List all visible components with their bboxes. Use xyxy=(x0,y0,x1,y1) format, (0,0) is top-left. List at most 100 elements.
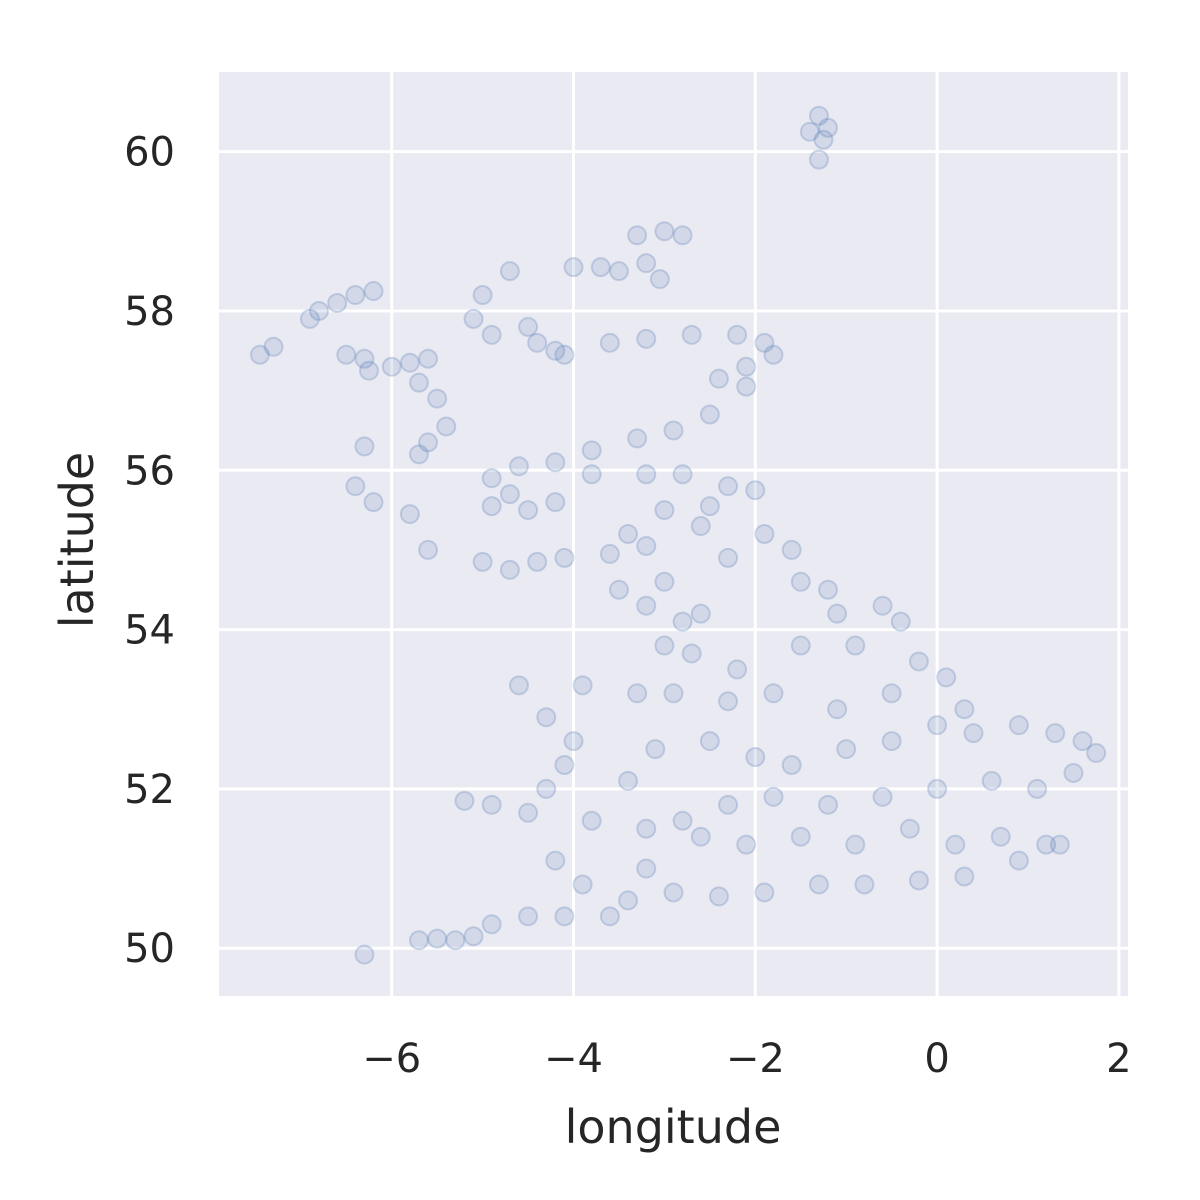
plot-background xyxy=(219,72,1128,996)
data-point xyxy=(927,715,948,736)
data-point xyxy=(345,285,366,306)
data-point xyxy=(745,747,766,768)
data-point xyxy=(718,691,739,712)
data-point xyxy=(654,500,675,521)
data-point xyxy=(527,332,548,353)
data-point xyxy=(581,810,602,831)
data-point xyxy=(663,420,684,441)
y-tick-label: 52 xyxy=(124,767,175,813)
data-point xyxy=(754,524,775,544)
data-point xyxy=(418,348,439,369)
data-point xyxy=(636,464,657,485)
data-point xyxy=(727,324,748,345)
data-point xyxy=(399,504,420,525)
x-tick-label: −4 xyxy=(544,1036,603,1082)
data-point xyxy=(599,906,620,927)
data-point xyxy=(463,926,484,947)
data-point xyxy=(727,659,748,680)
data-point xyxy=(654,635,675,656)
data-point xyxy=(427,928,448,949)
y-tick-label: 54 xyxy=(124,608,175,654)
data-point xyxy=(618,524,639,544)
data-point xyxy=(436,416,457,437)
data-point xyxy=(499,559,520,580)
x-tick-label: −2 xyxy=(726,1036,785,1082)
data-point xyxy=(454,790,475,811)
data-point xyxy=(618,770,639,791)
data-point xyxy=(654,221,675,242)
data-point xyxy=(708,368,729,389)
data-point xyxy=(899,818,920,839)
data-point xyxy=(499,261,520,282)
data-point xyxy=(636,858,657,879)
data-point xyxy=(818,794,839,815)
data-point xyxy=(481,496,502,517)
data-point xyxy=(627,683,648,704)
y-axis-label: latitude xyxy=(50,452,104,628)
data-point xyxy=(654,571,675,592)
data-point xyxy=(818,579,839,600)
data-point xyxy=(345,476,366,497)
data-point xyxy=(1063,762,1084,783)
x-tick-labels: −6 −4 −2 0 2 xyxy=(362,1036,1131,1082)
data-point xyxy=(790,635,811,656)
data-point xyxy=(408,444,429,465)
data-point xyxy=(945,834,966,855)
data-point xyxy=(354,348,375,369)
data-point xyxy=(645,739,666,760)
data-point xyxy=(649,269,670,290)
data-point xyxy=(249,344,270,365)
data-point xyxy=(818,117,839,138)
data-point xyxy=(608,261,629,282)
data-point xyxy=(554,755,575,775)
data-point xyxy=(536,778,557,799)
data-point xyxy=(954,699,975,720)
data-point xyxy=(681,324,702,345)
data-point xyxy=(672,464,693,485)
data-point xyxy=(354,944,375,965)
data-point xyxy=(518,316,539,337)
data-point xyxy=(472,285,493,306)
data-point xyxy=(481,468,502,489)
data-point xyxy=(672,225,693,246)
data-point xyxy=(336,344,357,365)
data-point xyxy=(636,535,657,556)
data-point xyxy=(890,611,911,632)
data-point xyxy=(799,121,820,142)
data-point xyxy=(427,388,448,409)
data-point xyxy=(418,539,439,560)
data-point xyxy=(736,376,757,397)
y-tick-label: 60 xyxy=(124,130,175,176)
data-point xyxy=(636,818,657,839)
data-point xyxy=(745,480,766,501)
data-point xyxy=(845,834,866,855)
data-point xyxy=(636,595,657,616)
data-point xyxy=(554,344,575,365)
data-point xyxy=(536,707,557,728)
data-point xyxy=(508,675,529,696)
data-point xyxy=(690,603,711,624)
data-point xyxy=(813,129,834,150)
data-point xyxy=(836,739,857,760)
data-point xyxy=(581,464,602,485)
data-point xyxy=(808,149,829,170)
data-point xyxy=(790,571,811,592)
data-point xyxy=(408,930,429,951)
data-point xyxy=(872,786,893,807)
data-point xyxy=(763,683,784,704)
data-point xyxy=(736,834,757,855)
data-point xyxy=(781,755,802,775)
data-point xyxy=(736,356,757,377)
data-point xyxy=(763,344,784,365)
data-point xyxy=(990,826,1011,847)
data-point xyxy=(381,356,402,377)
data-point xyxy=(854,874,875,895)
data-point xyxy=(718,794,739,815)
data-point xyxy=(590,257,611,278)
data-point xyxy=(981,770,1002,791)
data-point xyxy=(472,551,493,572)
data-point xyxy=(827,699,848,720)
data-point xyxy=(545,492,566,513)
data-point xyxy=(358,360,379,381)
